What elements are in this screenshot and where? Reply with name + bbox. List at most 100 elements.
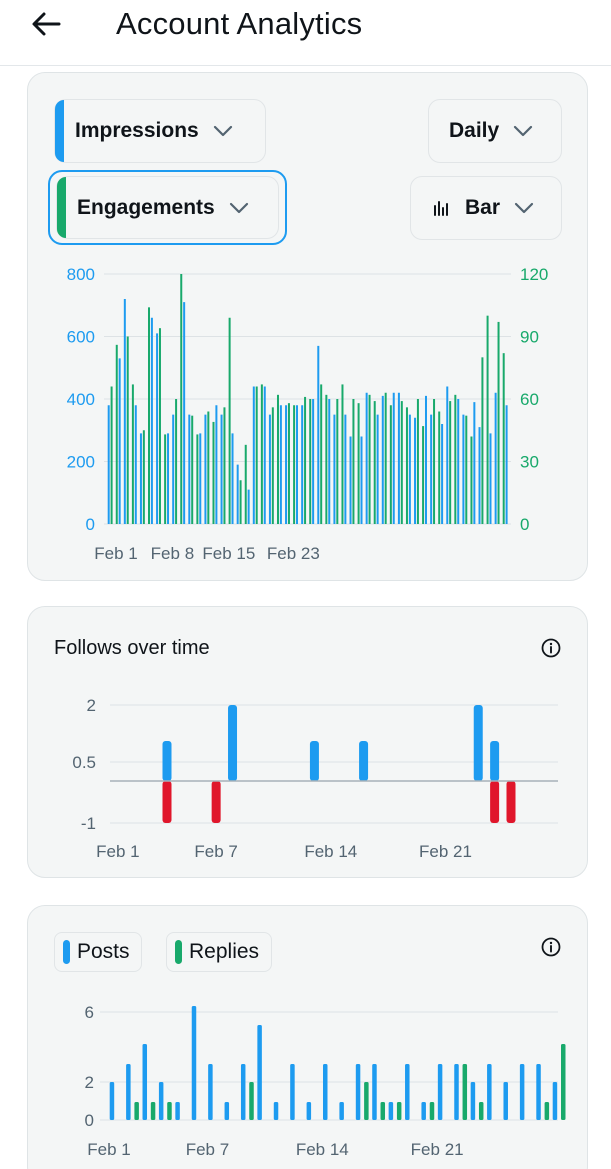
impressions-bar	[107, 405, 110, 524]
replies-bar	[134, 1102, 139, 1120]
impressions-bar	[247, 489, 250, 524]
x-tick-label: Feb 15	[202, 544, 255, 563]
y-tick-label: 0.5	[72, 753, 96, 772]
info-icon[interactable]	[540, 936, 562, 958]
engagements-bar	[400, 401, 403, 524]
engagements-bar	[148, 307, 151, 524]
replies-swatch	[175, 940, 182, 964]
engagements-bar	[309, 399, 312, 524]
engagements-bar	[486, 315, 489, 524]
engagements-bar	[164, 434, 167, 524]
engagements-bar	[212, 421, 215, 524]
engagements-bar	[110, 386, 113, 524]
replies-bar	[249, 1082, 254, 1120]
follows-card: Follows over time -1 0.5 2 Feb 1 Feb 7 Feb 14…	[27, 606, 588, 878]
impressions-bar	[462, 414, 465, 524]
engagements-bar	[357, 403, 360, 524]
engagements-bar	[239, 480, 242, 524]
impressions-bar	[408, 414, 411, 524]
posts-bar	[470, 1082, 476, 1120]
metric2-label: Engagements	[77, 195, 215, 219]
engagements-bar	[373, 401, 376, 524]
posts-bar	[208, 1064, 213, 1120]
back-arrow-icon	[32, 12, 61, 36]
impressions-bar	[236, 464, 239, 524]
impressions-bar	[188, 414, 191, 524]
impressions-bar	[183, 302, 186, 524]
legend-posts-label: Posts	[77, 940, 130, 963]
legend-replies[interactable]: Replies	[166, 932, 272, 972]
posts-bar	[355, 1064, 361, 1120]
y-tick-label: 6	[85, 1003, 94, 1022]
metric1-selector[interactable]: Impressions	[54, 99, 266, 163]
engagements-bar	[158, 328, 161, 524]
impressions-bar	[204, 414, 207, 524]
right-tick-label: 60	[520, 390, 539, 409]
top-app-bar: Account Analytics	[0, 0, 611, 66]
impressions-bar	[344, 414, 347, 524]
engagements-bar	[293, 405, 296, 524]
y-tick-label: 2	[85, 1073, 94, 1092]
impressions-bar	[312, 399, 315, 524]
engagements-bar	[191, 415, 194, 524]
period-label: Daily	[449, 119, 500, 142]
replies-bar	[429, 1102, 435, 1120]
metric1-label: Impressions	[75, 119, 199, 142]
impressions-bar	[156, 333, 159, 524]
bar-chart-icon	[433, 200, 451, 216]
engagements-bar	[470, 436, 473, 524]
engagements-bar	[126, 336, 129, 524]
engagements-bar	[180, 274, 183, 524]
legend-posts[interactable]: Posts	[54, 932, 142, 972]
impressions-bar	[392, 392, 395, 524]
posts-replies-chart: 0 2 6 Feb 1 Feb 7 Feb 14 Feb 21	[85, 1003, 566, 1159]
posts-bar	[290, 1064, 295, 1120]
legend-replies-label: Replies	[189, 940, 260, 963]
info-icon[interactable]	[540, 637, 562, 659]
follows-bar	[228, 705, 238, 781]
replies-bar	[396, 1102, 402, 1120]
impressions-bar	[505, 405, 508, 524]
metric2-selector[interactable]: Engagements	[56, 176, 279, 239]
engagements-bar	[325, 394, 328, 524]
impressions-bar	[220, 414, 223, 524]
impressions-bar	[268, 414, 271, 524]
posts-bar	[552, 1082, 558, 1120]
engagements-bar	[433, 399, 436, 524]
impressions-bar	[446, 386, 449, 524]
posts-bar	[322, 1064, 328, 1120]
metric2-color-bar	[57, 177, 66, 238]
chevron-down-icon	[229, 202, 249, 214]
unfollows-bar	[211, 781, 221, 823]
posts-bar	[503, 1082, 508, 1120]
impressions-bar	[301, 405, 304, 524]
replies-bar	[364, 1082, 369, 1120]
engagements-bar	[352, 399, 355, 524]
impressions-bar	[397, 392, 400, 524]
back-button[interactable]	[28, 8, 64, 40]
posts-bar	[257, 1025, 262, 1120]
posts-bar	[306, 1102, 312, 1120]
follows-bar	[359, 741, 369, 781]
posts-bar	[536, 1064, 541, 1120]
posts-bar	[273, 1102, 279, 1120]
impressions-bar	[279, 405, 282, 524]
engagements-bar	[131, 384, 134, 524]
impressions-engagements-chart: 0 200 400 600 800 0 30 60 90 120 Feb 1 Feb 8 Feb 15 F…	[67, 265, 549, 563]
impressions-bar	[252, 386, 255, 524]
impressions-bar	[478, 427, 481, 524]
period-selector[interactable]: Daily	[428, 99, 562, 163]
impressions-bar	[150, 317, 153, 524]
engagements-bar	[276, 394, 279, 524]
engagements-bar	[405, 407, 408, 524]
left-tick-label: 200	[67, 453, 95, 472]
engagements-bar	[304, 396, 307, 524]
impressions-bar	[328, 399, 331, 524]
impressions-bar	[424, 395, 427, 524]
impressions-bar	[231, 433, 234, 524]
chart-type-selector[interactable]: Bar	[410, 176, 562, 240]
impressions-bar	[349, 436, 352, 524]
engagements-bar	[389, 405, 392, 524]
right-tick-label: 90	[520, 328, 539, 347]
impressions-bar	[296, 405, 299, 524]
